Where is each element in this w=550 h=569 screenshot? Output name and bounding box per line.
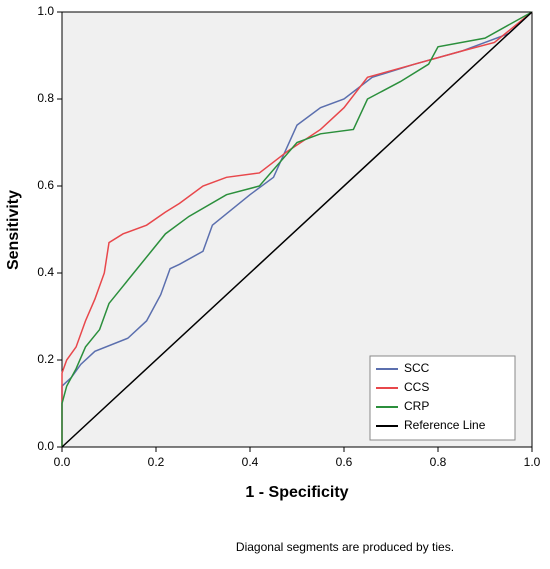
y-tick-label: 0.0 (37, 439, 54, 453)
legend-label: SCC (404, 361, 430, 375)
y-tick-label: 0.8 (37, 91, 54, 105)
x-tick-label: 0.2 (148, 455, 165, 469)
x-tick-label: 0.6 (336, 455, 353, 469)
x-tick-label: 1.0 (524, 455, 541, 469)
legend-label: Reference Line (404, 418, 486, 432)
x-tick-label: 0.0 (54, 455, 71, 469)
y-tick-label: 0.4 (37, 265, 54, 279)
x-tick-label: 0.4 (242, 455, 259, 469)
plot-frame (61, 11, 533, 448)
y-axis-title: Sensitivity (5, 190, 22, 270)
footnote: Diagonal segments are produced by ties. (236, 540, 454, 554)
y-tick-label: 0.6 (37, 178, 54, 192)
y-tick-label: 0.2 (37, 352, 54, 366)
roc-line (61, 11, 533, 447)
x-axis-title: 1 - Specificity (245, 484, 348, 501)
y-tick-label: 1.0 (37, 4, 54, 18)
legend-label: CCS (404, 380, 429, 394)
roc-line (61, 11, 533, 448)
legend-label: CRP (404, 399, 429, 413)
roc-line (61, 11, 533, 447)
x-tick-label: 0.8 (430, 455, 447, 469)
